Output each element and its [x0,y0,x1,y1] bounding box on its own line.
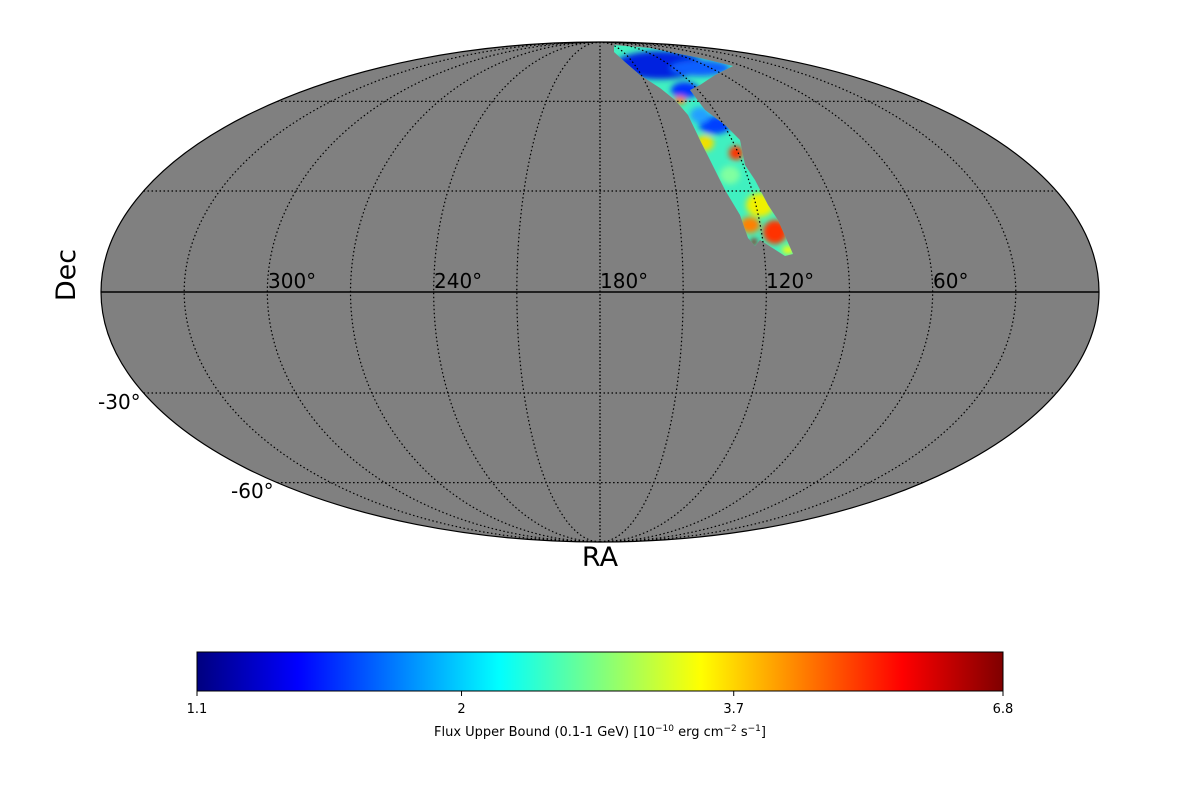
ra-tick-label: 60° [933,269,968,293]
y-axis-label: Dec [51,249,82,301]
meridian-line [183,42,601,542]
colorbar-label: Flux Upper Bound (0.1-1 GeV) [10−10 erg … [434,724,766,740]
dec-tick-label: -60° [231,479,274,503]
flux-patch [740,217,760,233]
flux-patch [729,146,743,160]
colorbar-ticks: 1.1 2 3.7 6.8 [187,691,1014,717]
flux-patch [670,60,730,76]
ra-tick-label: 300° [268,269,316,293]
flux-patch [690,107,710,123]
meridian-line [599,42,767,542]
colorbar [196,651,1004,692]
flux-patch [674,96,686,104]
flux-patch [671,82,699,98]
colorbar-tick-label: 2 [457,702,465,717]
meridian-line [433,42,601,542]
ra-tick-label: 180° [600,269,648,293]
colorbar-tick-label: 1.1 [187,702,208,717]
colorbar-tick-label: 3.7 [723,702,744,717]
dec-tick-label: -30° [98,390,141,414]
ra-tick-label: 240° [434,269,482,293]
x-axis-label: RA [582,542,619,573]
ra-tick-label: 120° [766,269,814,293]
colorbar-tick-label: 6.8 [993,702,1014,717]
map-border [100,41,1100,543]
flux-patch [720,166,740,184]
